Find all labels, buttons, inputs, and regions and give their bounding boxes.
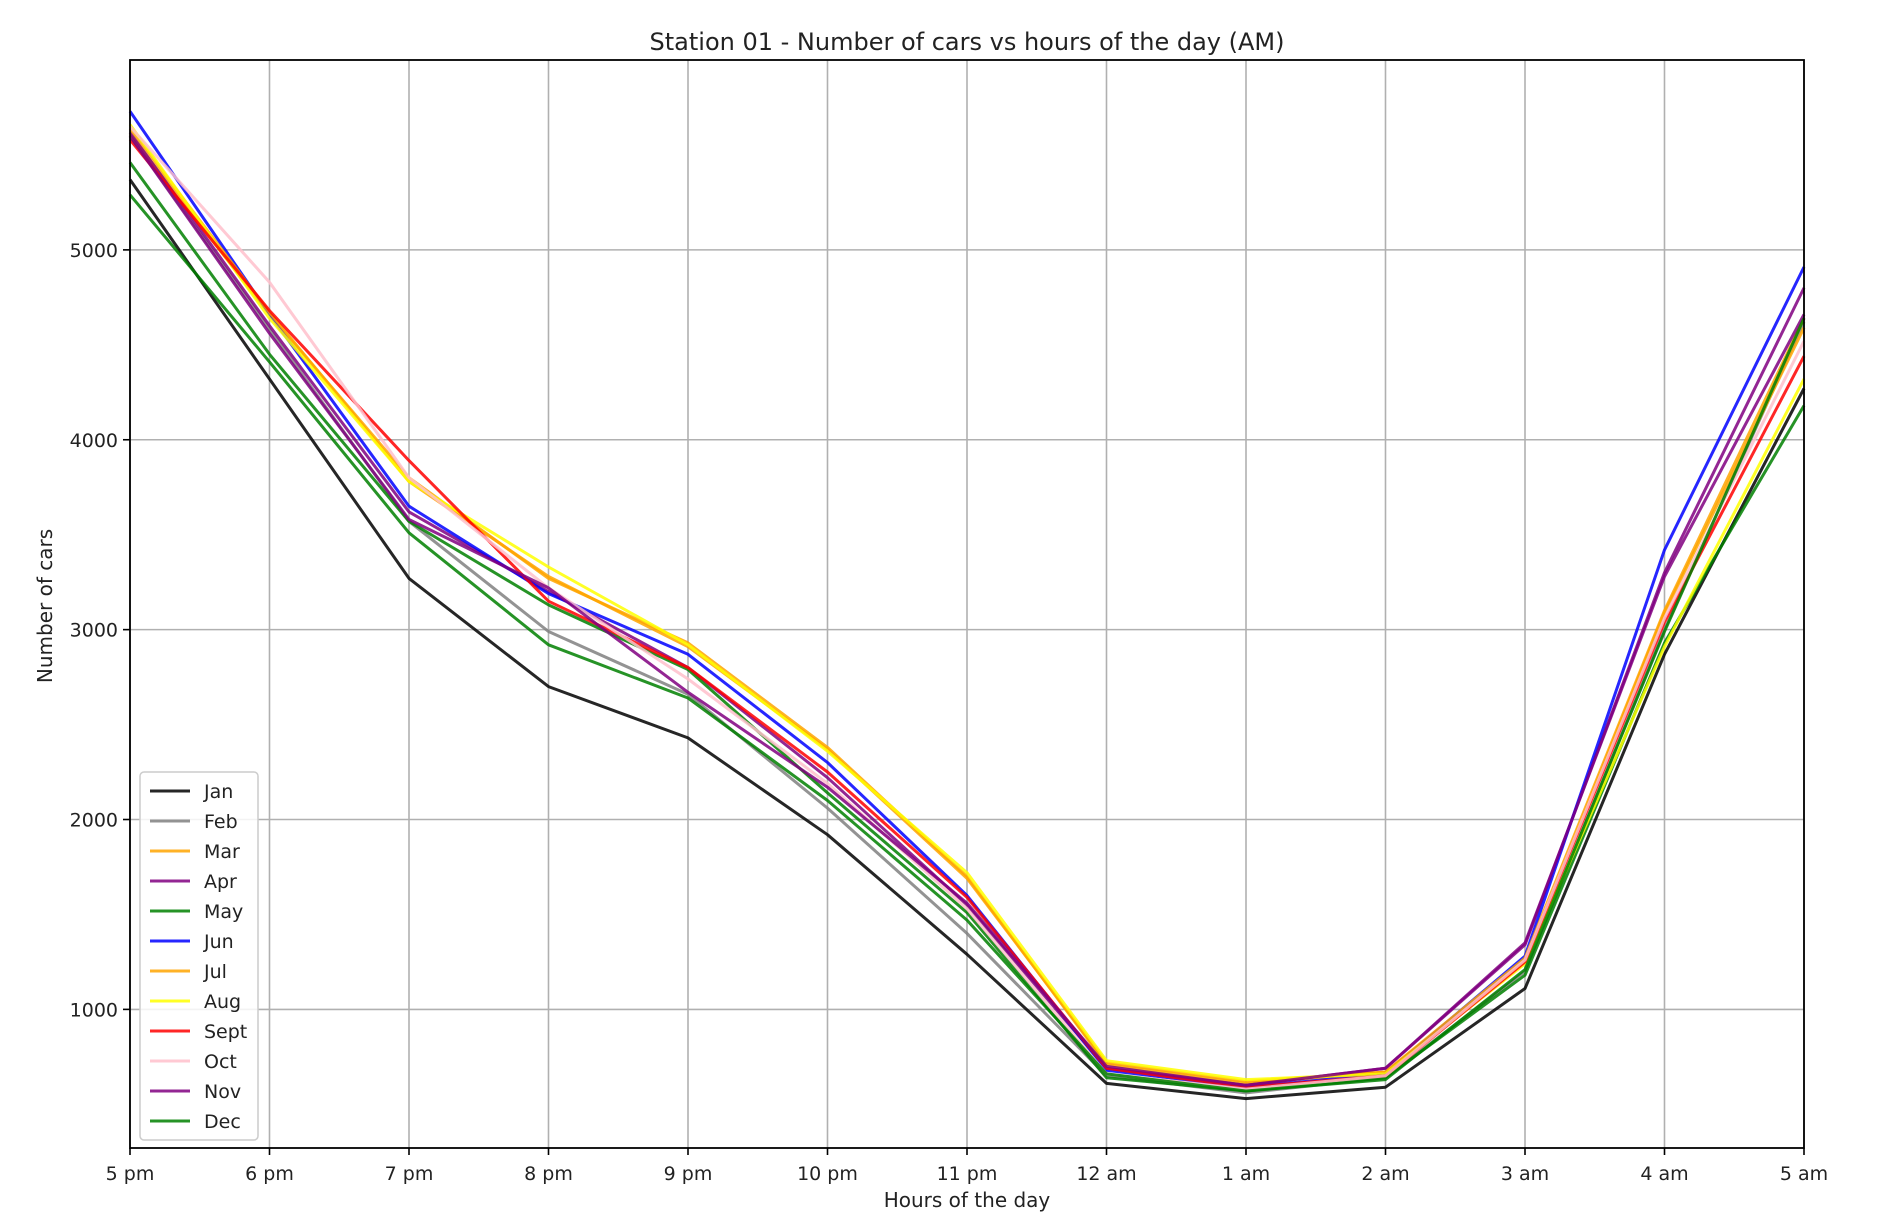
series-line-dec <box>128 193 1806 1093</box>
x-tick-label: 7 pm <box>385 1163 434 1185</box>
y-tick-label: 3000 <box>70 620 118 642</box>
y-tick-label: 4000 <box>70 430 118 452</box>
x-tick-label: 8 pm <box>524 1163 573 1185</box>
legend-label: Apr <box>204 871 237 893</box>
y-tick-label: 2000 <box>70 810 118 832</box>
series-line-jan <box>128 178 1806 1101</box>
tick-layer: 5 pm 6 pm 7 pm 8 pm 9 pm 10 pm 11 pm 12 am 1 am 2… <box>70 240 1829 1185</box>
x-tick-label: 6 pm <box>245 1163 294 1185</box>
series-line-may <box>128 161 1806 1093</box>
x-tick-label: 11 pm <box>937 1163 998 1185</box>
legend-label: Sept <box>204 1021 247 1043</box>
y-axis-label: Number of cars <box>33 529 57 683</box>
legend-label: Mar <box>204 841 240 863</box>
chart-title: Station 01 - Number of cars vs hours of … <box>650 28 1285 56</box>
series-line-nov <box>128 135 1806 1087</box>
x-tick-label: 10 pm <box>797 1163 858 1185</box>
legend-label: Jul <box>203 961 227 983</box>
x-axis-label: Hours of the day <box>884 1188 1051 1212</box>
legend-label: Jan <box>203 781 233 803</box>
legend-label: Aug <box>204 991 241 1013</box>
x-tick-label: 12 am <box>1076 1163 1136 1185</box>
x-tick-label: 1 am <box>1222 1163 1270 1185</box>
grid-layer <box>129 60 1805 1148</box>
legend-box <box>139 771 259 1141</box>
x-tick-label: 4 am <box>1640 1163 1688 1185</box>
legend-label: Oct <box>204 1051 237 1073</box>
y-tick-label: 5000 <box>70 240 118 262</box>
x-tick-label: 5 pm <box>106 1163 155 1185</box>
legend-label: Nov <box>204 1081 241 1103</box>
legend-label: May <box>204 901 243 923</box>
legend: Jan Feb Mar Apr May Jun Jul Aug Sept Oct Nov Dec <box>139 771 259 1141</box>
series-line-oct <box>128 125 1806 1091</box>
x-tick-label: 5 am <box>1780 1163 1828 1185</box>
x-tick-label: 9 pm <box>664 1163 713 1185</box>
legend-label: Feb <box>204 811 238 833</box>
series-layer <box>128 110 1806 1101</box>
legend-label: Dec <box>204 1111 241 1133</box>
legend-label: Jun <box>203 931 234 953</box>
y-tick-label: 1000 <box>70 999 118 1021</box>
x-tick-label: 3 am <box>1501 1163 1549 1185</box>
x-tick-label: 2 am <box>1361 1163 1409 1185</box>
